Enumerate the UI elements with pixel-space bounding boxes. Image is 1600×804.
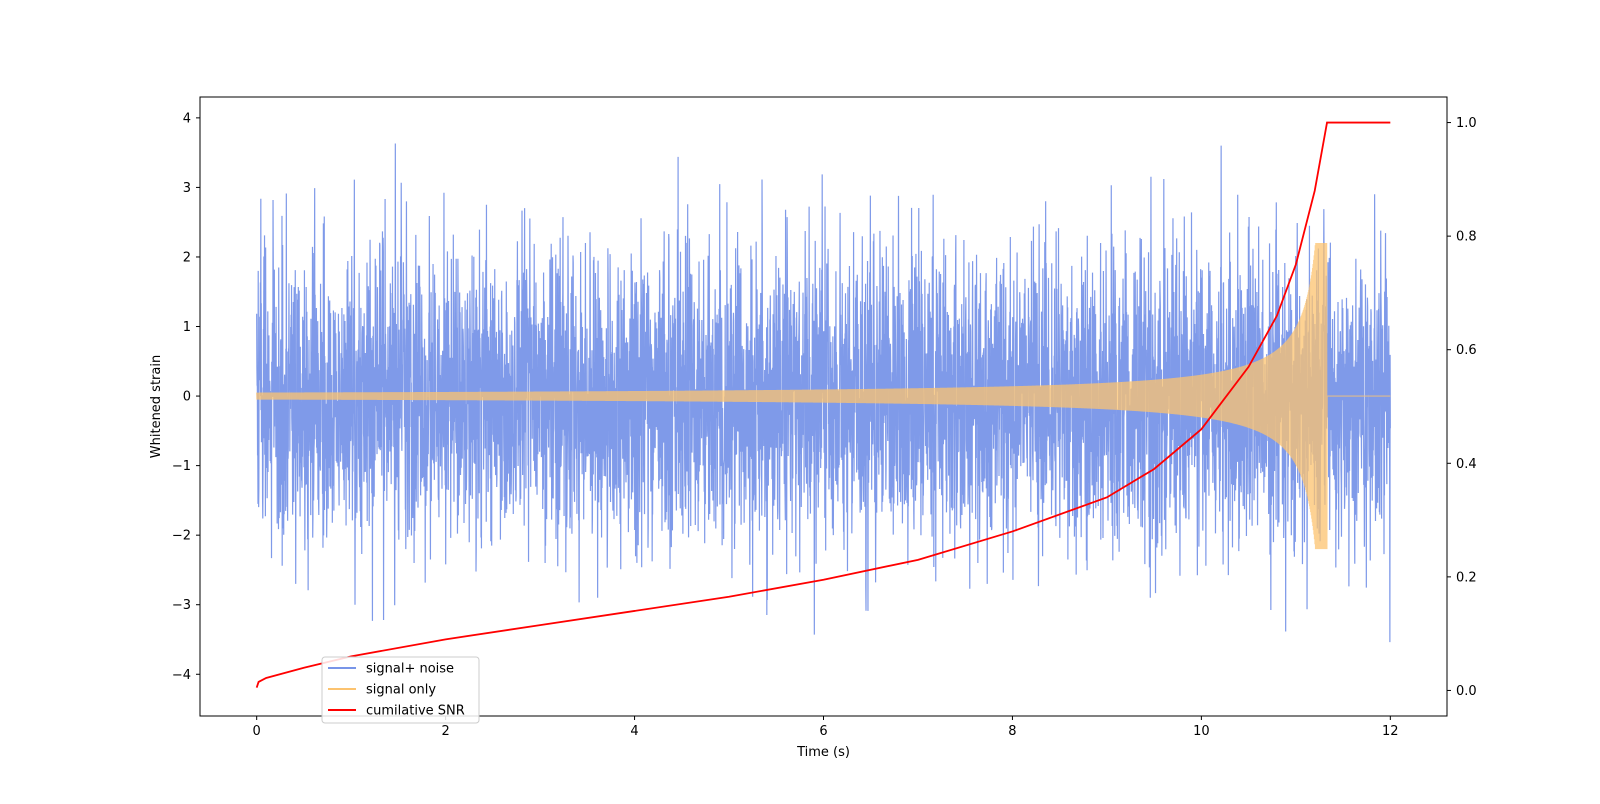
y-tick-label-right: 0.2 bbox=[1456, 570, 1477, 585]
y-tick-label-left: 0 bbox=[183, 390, 191, 405]
y-tick-label-left: 4 bbox=[183, 111, 191, 126]
legend-label-cumulative-snr: cumilative SNR bbox=[366, 704, 465, 719]
series-line-cumulative-snr bbox=[255, 121, 1391, 688]
series-line-signal-noise bbox=[256, 143, 1391, 643]
x-tick-label: 2 bbox=[441, 724, 449, 739]
x-tick-label: 8 bbox=[1008, 724, 1016, 739]
y-tick-label-right: 0.0 bbox=[1456, 684, 1477, 699]
x-axis: 0 2 4 6 8 10 12 bbox=[253, 716, 1399, 739]
y-tick-label-right: 0.4 bbox=[1456, 457, 1477, 472]
legend-box bbox=[321, 656, 480, 724]
x-tick-label: 12 bbox=[1382, 724, 1399, 739]
x-axis-label: Time (s) bbox=[796, 745, 850, 760]
y-tick-label-left: 3 bbox=[183, 181, 191, 196]
x-tick-label: 0 bbox=[253, 724, 261, 739]
y-axis-left: −4 −3 −2 −1 0 1 2 3 4 bbox=[172, 111, 200, 683]
y-tick-label-left: −3 bbox=[172, 598, 191, 613]
y-axis-right: 0.0 0.2 0.4 0.6 0.8 1.0 bbox=[1447, 116, 1477, 699]
y-tick-label-left: 1 bbox=[183, 320, 191, 335]
y-tick-label-left: −1 bbox=[172, 459, 191, 474]
y-tick-label-right: 0.6 bbox=[1456, 343, 1477, 358]
x-tick-label: 10 bbox=[1193, 724, 1210, 739]
series-line-signal-only bbox=[256, 243, 1391, 550]
y-axis-label-left: Whitened strain bbox=[149, 355, 164, 458]
legend-label-signal-noise: signal+ noise bbox=[366, 662, 454, 677]
x-tick-label: 6 bbox=[819, 724, 827, 739]
x-tick-label: 4 bbox=[630, 724, 638, 739]
series-layer bbox=[255, 121, 1391, 688]
legend-label-signal-only: signal only bbox=[366, 683, 436, 698]
y-tick-label-left: −4 bbox=[172, 668, 191, 683]
legend: signal+ noise signal only cumilative SNR bbox=[321, 656, 480, 724]
y-tick-label-right: 0.8 bbox=[1456, 230, 1477, 245]
y-tick-label-left: −2 bbox=[172, 529, 191, 544]
y-tick-label-left: 2 bbox=[183, 250, 191, 265]
y-tick-label-right: 1.0 bbox=[1456, 116, 1477, 131]
